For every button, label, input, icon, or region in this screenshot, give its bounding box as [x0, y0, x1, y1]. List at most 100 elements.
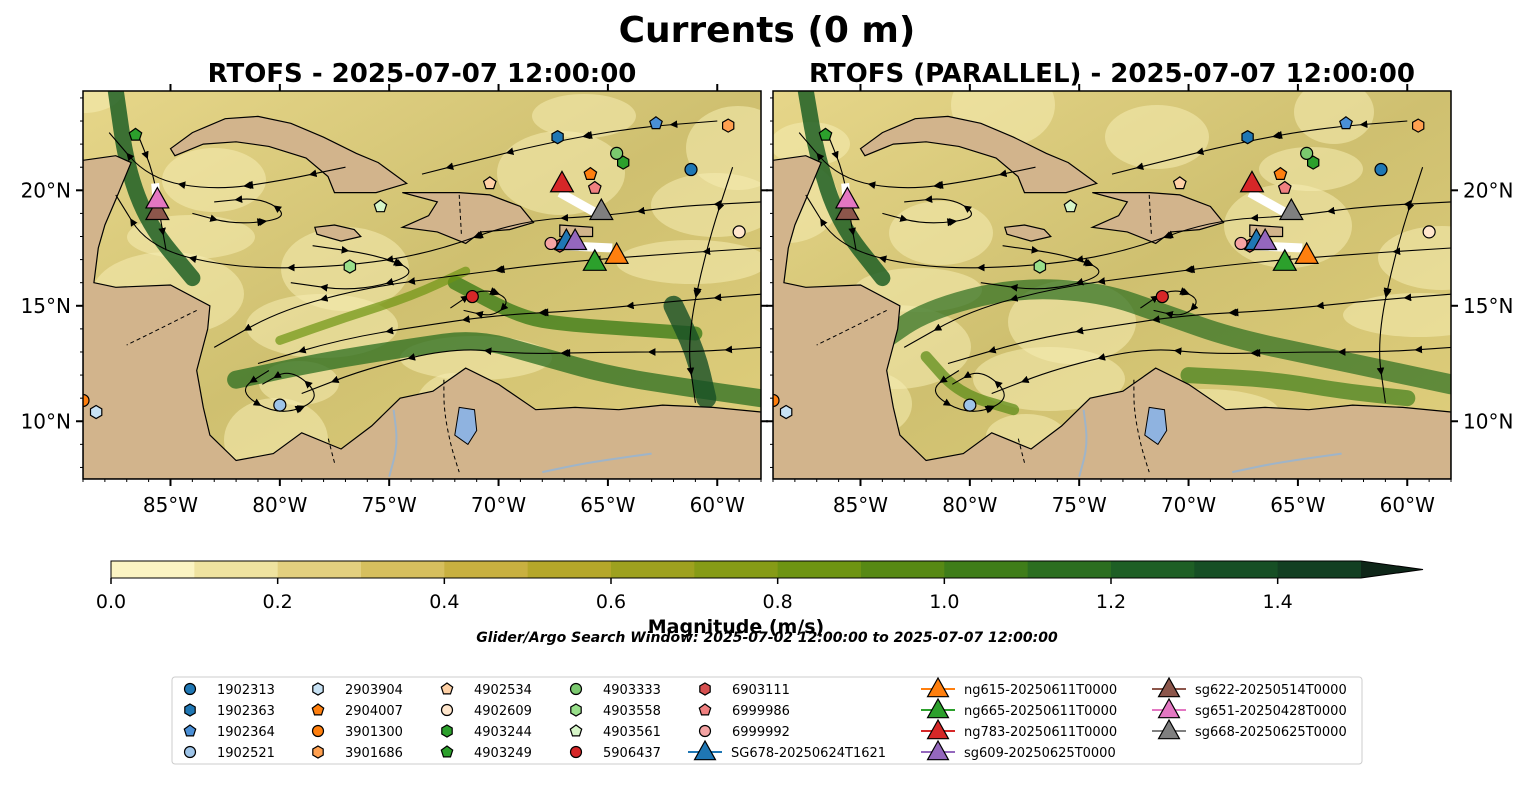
colorbar: 0.0 0.2 0.4 0.6 0.8 1.0 1.2 1.4 Magnitude (m/s)	[96, 560, 1424, 638]
flow-arrow	[489, 287, 501, 295]
river	[542, 452, 652, 474]
streamlines	[108, 120, 761, 414]
legend-marker-sg651-20250428T0000	[1157, 697, 1181, 719]
flow-arrow	[1228, 308, 1239, 317]
map-canvas-rtofs	[83, 91, 761, 479]
colorbar-tick-label: 0.4	[429, 591, 459, 613]
glider-ng783-20250611T0000	[1239, 170, 1265, 193]
colorbar-label: Magnitude (m/s)	[648, 616, 825, 638]
colorbar-segment	[944, 561, 1029, 578]
legend-label: 3901300	[345, 725, 403, 740]
weak-current-patch	[1105, 105, 1209, 169]
legend-marker-SG678-20250624T1621	[693, 739, 717, 761]
float-2904007	[1273, 166, 1288, 181]
float-4903249	[128, 127, 143, 141]
country-border	[458, 194, 462, 235]
legend-label: 4903561	[603, 725, 661, 740]
float-1902313	[1374, 162, 1388, 177]
float-3901686	[721, 118, 735, 133]
map-frame	[772, 90, 1452, 480]
glider-sg622-20250514T0000	[144, 197, 170, 221]
float-1902364	[649, 116, 663, 130]
float-6999992	[544, 236, 558, 251]
observation-markers	[83, 116, 746, 420]
figure-title: Currents (0 m)	[619, 10, 916, 51]
legend-label: SG678-20250624T1621	[731, 746, 886, 761]
glider-ng783-20250611T0000	[549, 170, 575, 193]
streamline	[805, 194, 1451, 272]
float-6999986	[587, 180, 602, 194]
lon-tick-label: 75°W	[362, 493, 417, 517]
float-3901300	[773, 393, 780, 408]
legend-label: sg609-20250625T0000	[964, 746, 1116, 761]
legend-label: 1902521	[217, 746, 275, 761]
legend-label: sg651-20250428T0000	[1195, 704, 1347, 719]
legend-label: sg622-20250514T0000	[1195, 683, 1347, 698]
flow-arrow	[243, 180, 254, 189]
map-axes-rtofs-parallel: 85°W 80°W 75°W 70°W 65°W 60°W 10°N 15°N 20°N	[766, 84, 1513, 517]
float-4903561	[373, 199, 388, 213]
legend-marker-1902521	[183, 745, 197, 759]
flow-arrow	[1179, 287, 1191, 295]
float-2903904	[89, 404, 103, 420]
streamline	[686, 167, 734, 403]
glider-ng615-20250611T0000	[1294, 241, 1320, 264]
weak-current-patch	[1294, 91, 1374, 144]
flow-arrow	[1383, 287, 1392, 299]
legend-marker-ng783-20250611T0000	[926, 718, 950, 740]
legend-marker-ng615-20250611T0000	[926, 676, 950, 698]
colorbar-segments	[110, 560, 1424, 579]
colorbar-segment	[777, 561, 862, 578]
legend-label: 4902534	[474, 683, 532, 698]
lon-tick-label: 80°W	[942, 493, 997, 517]
float-3901300	[83, 393, 90, 408]
legend-label: 1902363	[217, 704, 275, 719]
streamline	[115, 194, 761, 272]
colorbar-tick-label: 1.0	[929, 591, 959, 613]
map-panel-rtofs: RTOFS - 2025-07-07 12:00:00 85°W 80°W 75°W…	[21, 59, 768, 517]
float-2903904	[779, 404, 793, 420]
legend-marker-sg668-20250625T0000	[1157, 718, 1181, 740]
legend-label: 1902313	[217, 683, 275, 698]
flow-arrow	[1184, 265, 1195, 274]
colorbar-tick-label: 0.2	[263, 591, 293, 613]
float-5906437	[465, 289, 479, 304]
lon-tick-label: 60°W	[690, 493, 745, 517]
lon-tick-label: 65°W	[1270, 493, 1325, 517]
colorbar-tick-label: 0.0	[96, 591, 126, 613]
lon-tick-label: 70°W	[1161, 493, 1216, 517]
colorbar-segment	[111, 561, 195, 578]
lat-tick-label: 20°N	[21, 178, 71, 202]
colorbar-tick-label: 0.8	[763, 591, 793, 613]
colorbar-segment	[1277, 561, 1362, 578]
glider-sg668-20250625T0000	[1278, 197, 1304, 221]
legend-label: sg668-20250625T0000	[1195, 725, 1347, 740]
lat-tick-label: 10°N	[1463, 409, 1513, 433]
legend-label: 4903249	[474, 746, 532, 761]
legend-marker-1902363	[184, 703, 196, 717]
colorbar-extend-arrow	[1361, 561, 1423, 578]
weak-current-patch	[686, 106, 761, 190]
colorbar-segment	[611, 561, 695, 578]
streamline	[935, 370, 1005, 413]
colorbar-outline	[110, 560, 1424, 579]
lat-tick-label: 10°N	[21, 409, 71, 433]
lon-tick-label: 60°W	[1380, 493, 1435, 517]
glider-sg668-20250625T0000	[588, 197, 614, 221]
legend-marker-4903333	[569, 682, 583, 696]
float-4903558	[343, 259, 357, 274]
flow-arrow	[256, 218, 268, 227]
legend-label: ng615-20250611T0000	[964, 683, 1117, 698]
float-1902521	[273, 398, 287, 412]
glider-sg651-20250428T0000	[834, 186, 860, 209]
lat-tick-label: 20°N	[1463, 178, 1513, 202]
legend-label: 6903111	[732, 683, 790, 698]
country-border	[816, 309, 887, 346]
colorbar-segment	[527, 561, 612, 578]
colorbar-segment	[1194, 561, 1279, 578]
country-border	[126, 309, 197, 346]
colorbar-segment	[1027, 561, 1112, 578]
weak-current-patch	[889, 201, 993, 265]
flow-arrow	[1250, 348, 1261, 357]
flow-arrow	[693, 287, 702, 299]
